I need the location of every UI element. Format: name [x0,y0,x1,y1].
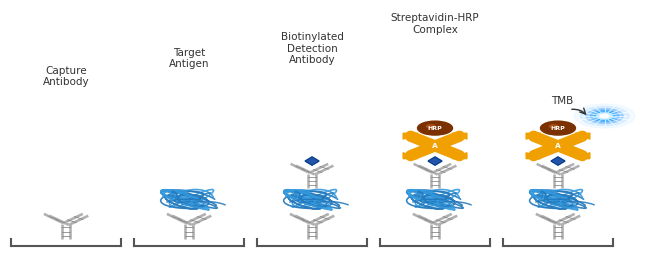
Circle shape [590,110,619,122]
Circle shape [575,104,635,128]
Polygon shape [305,157,319,165]
Circle shape [597,113,612,119]
Polygon shape [403,153,418,159]
Text: Target
Antigen: Target Antigen [169,48,209,69]
Text: A: A [432,143,438,149]
Polygon shape [452,153,467,159]
Circle shape [600,114,609,118]
Text: Streptavidin-HRP
Complex: Streptavidin-HRP Complex [391,13,479,35]
Polygon shape [575,153,590,159]
Text: Biotinylated
Detection
Antibody: Biotinylated Detection Antibody [281,32,343,66]
Polygon shape [526,133,541,139]
Circle shape [586,109,623,123]
Circle shape [580,106,629,126]
Circle shape [549,125,558,128]
Polygon shape [526,153,541,159]
Polygon shape [403,133,418,139]
Text: TMB: TMB [551,96,574,106]
Text: HRP: HRP [551,126,566,131]
Polygon shape [551,157,565,165]
Text: HRP: HRP [428,126,443,131]
Polygon shape [428,157,442,165]
Polygon shape [452,133,467,139]
Polygon shape [575,133,590,139]
Circle shape [417,121,452,135]
Circle shape [426,125,435,128]
Circle shape [595,112,614,120]
Text: Capture
Antibody: Capture Antibody [43,66,90,87]
Text: A: A [555,143,561,149]
Circle shape [541,121,575,135]
